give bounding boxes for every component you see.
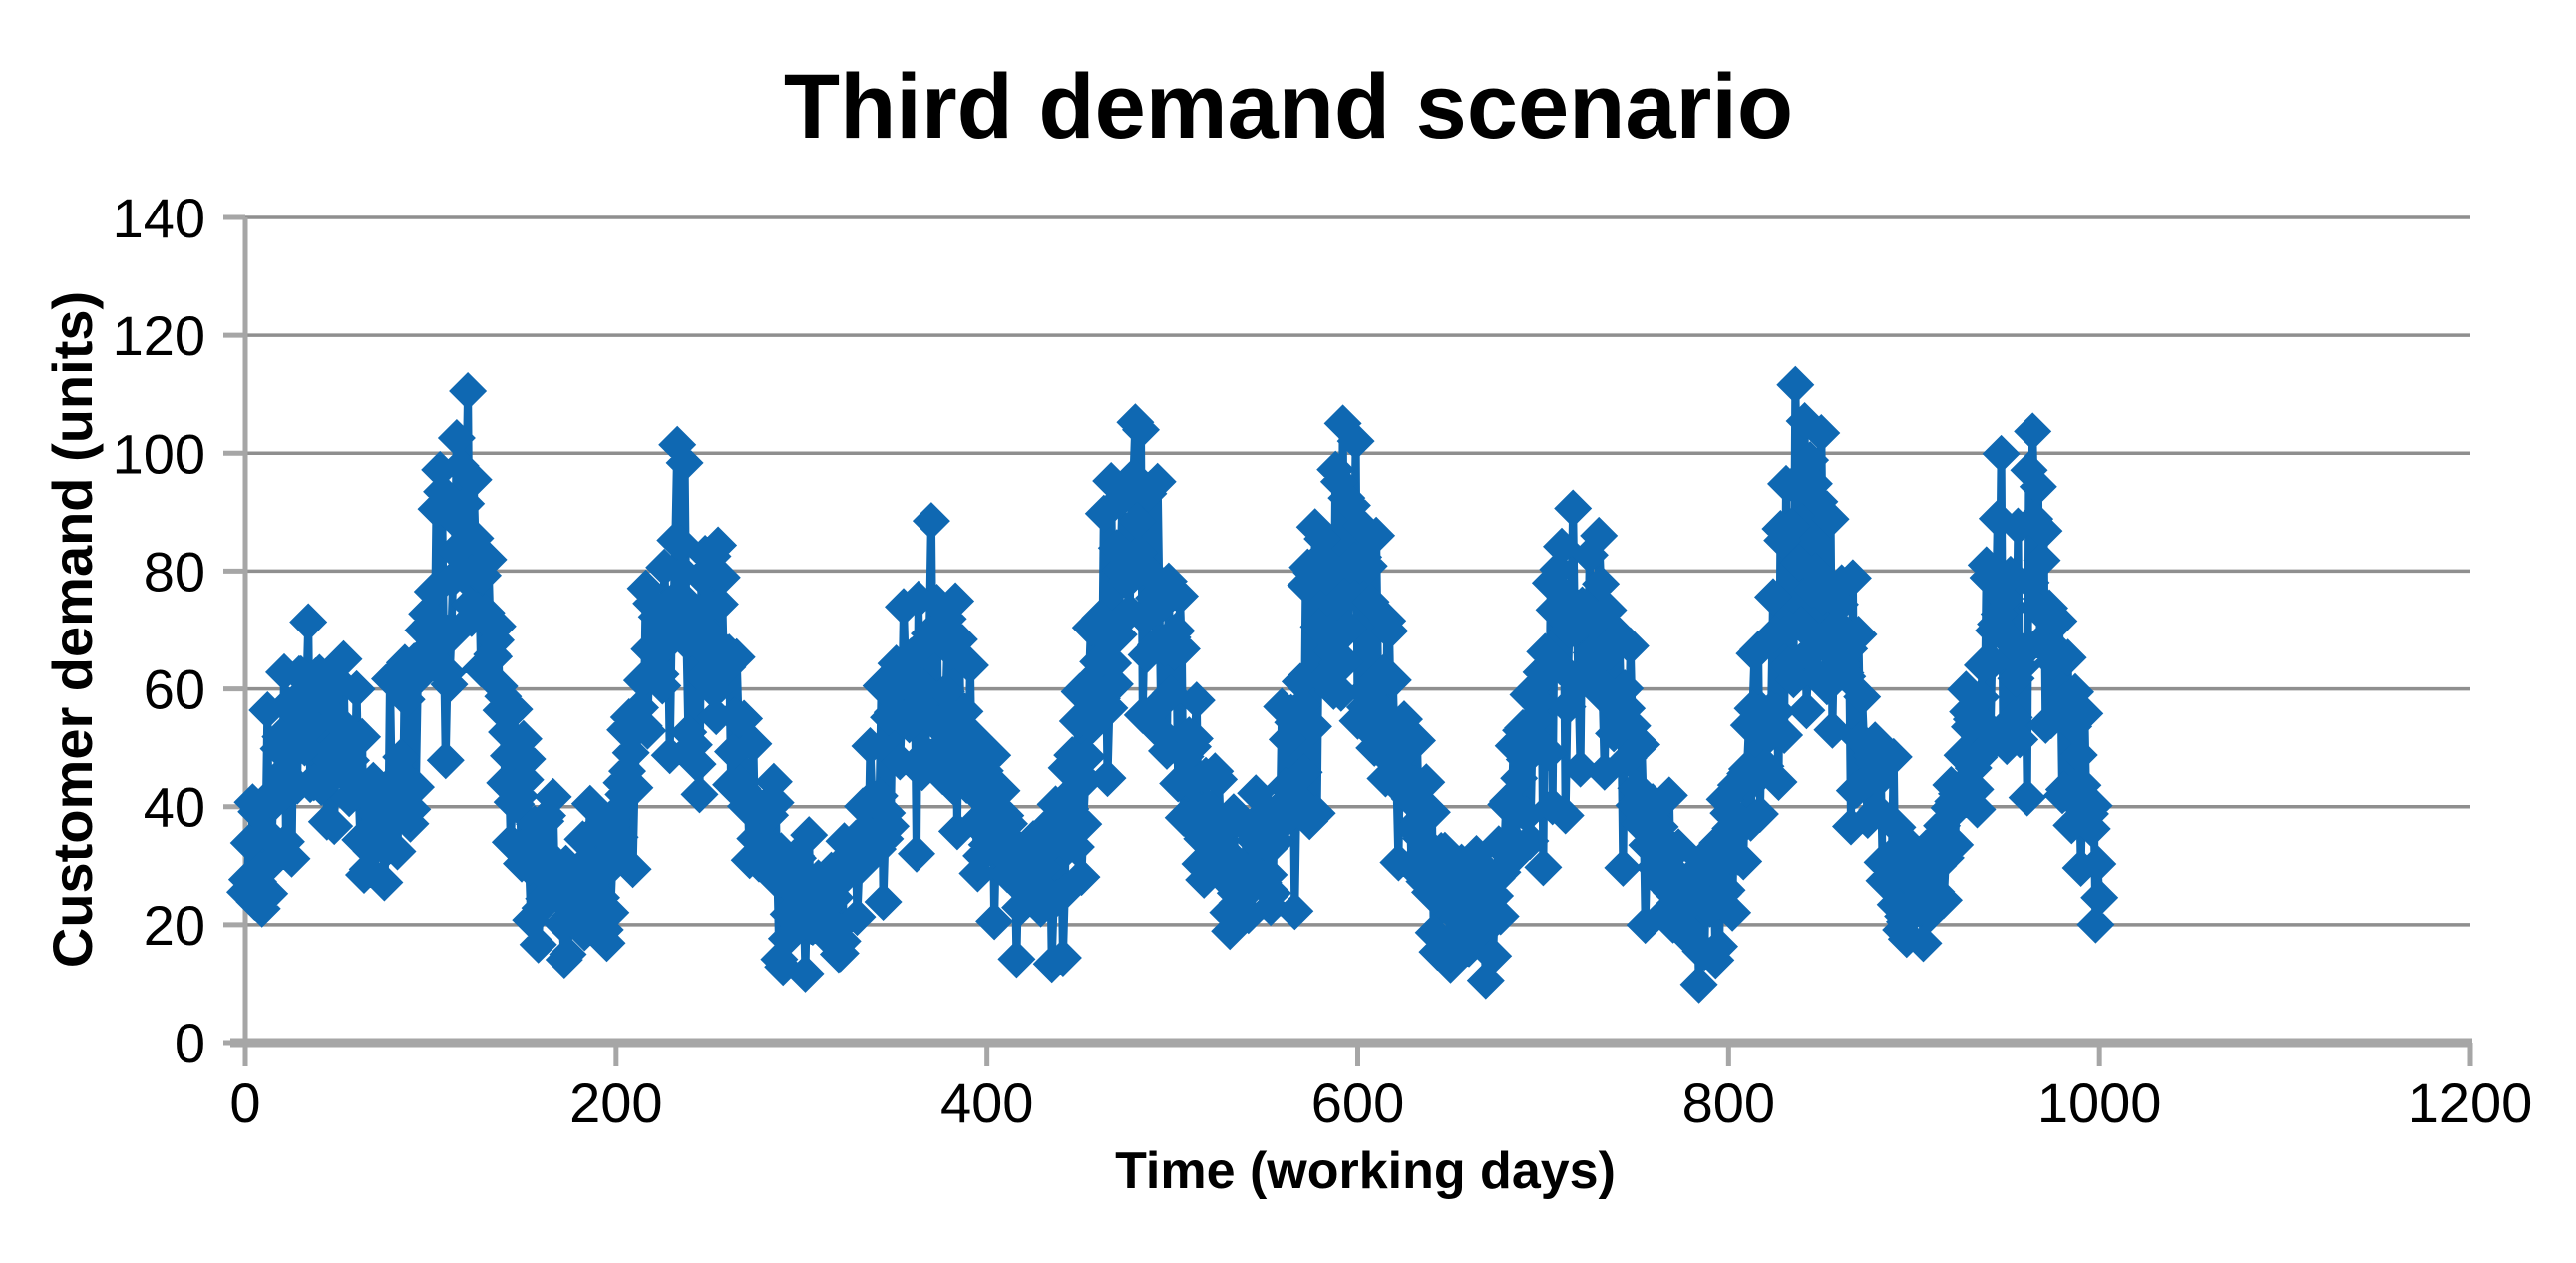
x-tick-label: 1000 [2037, 1071, 2162, 1134]
demand-series [226, 365, 2119, 1004]
x-tick-label: 600 [1311, 1071, 1404, 1134]
tick-marks [223, 214, 2473, 1066]
y-tick-label: 140 [113, 187, 205, 249]
y-tick-label: 60 [144, 658, 205, 721]
x-tick-label: 400 [940, 1071, 1033, 1134]
x-axis-label: Time (working days) [1115, 1142, 1616, 1200]
x-tick-label: 800 [1682, 1071, 1775, 1134]
tick-labels: 0 20 40 60 80 100 120 140 0 200 400 600 800 1000 1200 [113, 187, 2533, 1134]
x-tick-label: 200 [569, 1071, 662, 1134]
y-axis-label: Customer demand (units) [41, 291, 104, 968]
y-tick-label: 120 [113, 304, 205, 367]
y-tick-label: 80 [144, 540, 205, 603]
y-tick-label: 40 [144, 776, 205, 839]
y-tick-label: 0 [175, 1012, 205, 1074]
y-tick-label: 100 [113, 422, 205, 485]
series-markers [226, 365, 2119, 1004]
x-tick-label: 0 [229, 1071, 260, 1134]
chart-title: Third demand scenario [784, 56, 1793, 158]
y-tick-label: 20 [144, 894, 205, 957]
x-tick-label: 1200 [2408, 1071, 2533, 1134]
